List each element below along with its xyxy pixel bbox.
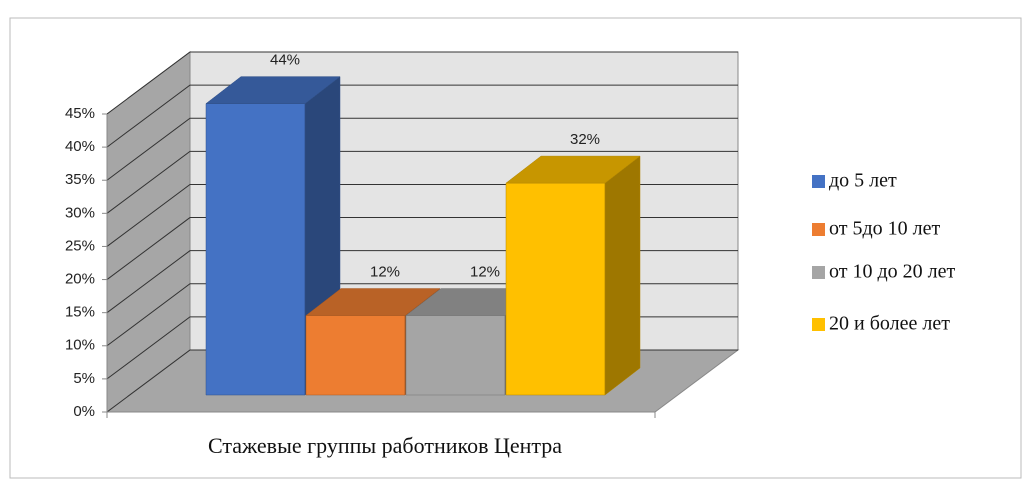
grid-line [106, 51, 738, 115]
legend-swatch [812, 266, 825, 279]
x-axis-label: Стажевые группы работников Центра [208, 433, 562, 458]
legend-swatch [812, 318, 825, 331]
grid-line [106, 150, 738, 214]
data-label: 12% [470, 264, 500, 281]
bar-front [305, 315, 406, 396]
y-tick-label: 15% [65, 304, 95, 321]
bar [505, 155, 641, 396]
side-wall [106, 51, 191, 413]
grid-line [106, 84, 738, 148]
y-tick-label: 25% [65, 237, 95, 254]
bar-front [405, 315, 506, 396]
y-tick-label: 20% [65, 271, 95, 288]
legend-label: до 5 лет [829, 170, 897, 192]
y-tick-label: 30% [65, 204, 95, 221]
legend-label: 20 и более лет [829, 313, 950, 335]
bar-front [505, 182, 606, 396]
legend-label: от 10 до 20 лет [829, 261, 956, 283]
bar-top [205, 76, 341, 104]
bar-front [205, 103, 306, 396]
y-tick-label: 0% [73, 403, 95, 420]
y-tick-label: 40% [65, 138, 95, 155]
grid-line [106, 117, 738, 181]
bar-top [305, 288, 441, 316]
data-label: 44% [270, 52, 300, 69]
bar-side [604, 155, 641, 396]
data-label: 12% [370, 264, 400, 281]
y-tick-label: 10% [65, 337, 95, 354]
legend-label: от 5до 10 лет [829, 218, 941, 240]
legend-swatch [812, 223, 825, 236]
y-tick-label: 45% [65, 105, 95, 122]
legend-swatch [812, 175, 825, 188]
y-tick-label: 35% [65, 171, 95, 188]
data-label: 32% [570, 131, 600, 148]
bar-top [505, 155, 641, 184]
y-tick-label: 5% [73, 370, 95, 387]
